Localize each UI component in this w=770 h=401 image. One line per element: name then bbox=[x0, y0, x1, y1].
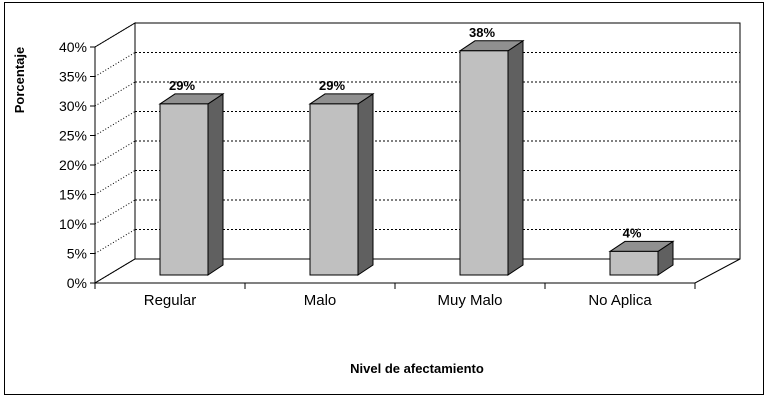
category-labels: Regular Malo Muy Malo No Aplica bbox=[144, 292, 653, 309]
bar-front bbox=[159, 103, 209, 276]
data-labels: 29% 29% 38% 4% bbox=[169, 25, 642, 241]
back-wall bbox=[134, 22, 741, 260]
bar-muy-malo bbox=[458, 39, 525, 276]
bar-front bbox=[309, 103, 359, 276]
data-label: 38% bbox=[469, 25, 495, 40]
category-label: No Aplica bbox=[588, 292, 652, 309]
data-label: 4% bbox=[623, 225, 642, 240]
bar-regular bbox=[158, 92, 225, 276]
bar-side bbox=[507, 39, 524, 276]
y-tick-label: 10% bbox=[59, 216, 87, 232]
y-tick-label: 0% bbox=[67, 275, 87, 291]
data-label: 29% bbox=[169, 78, 195, 93]
category-label: Regular bbox=[144, 292, 197, 309]
side-wall bbox=[94, 22, 136, 284]
y-tick-label: 35% bbox=[59, 69, 87, 85]
bar-side bbox=[357, 92, 374, 276]
bar-no-aplica bbox=[608, 240, 675, 276]
data-label: 29% bbox=[319, 78, 345, 93]
bar-side bbox=[207, 92, 224, 276]
y-tick-label: 5% bbox=[67, 246, 87, 262]
y-tick-label: 20% bbox=[59, 157, 87, 173]
y-tick-label: 40% bbox=[59, 39, 87, 55]
category-label: Muy Malo bbox=[437, 292, 502, 309]
y-tick-labels: 0% 5% 10% 15% 20% 25% 30% 35% 40% bbox=[59, 39, 95, 291]
category-label: Malo bbox=[304, 292, 337, 309]
y-tick-label: 15% bbox=[59, 187, 87, 203]
x-axis-title: Nivel de afectamiento bbox=[350, 361, 484, 376]
bars bbox=[158, 39, 675, 276]
y-axis-title: Porcentaje bbox=[12, 47, 27, 113]
y-tick-label: 30% bbox=[59, 98, 87, 114]
bar-front bbox=[609, 250, 659, 276]
chart-walls bbox=[93, 22, 741, 284]
bar-malo bbox=[308, 92, 375, 276]
y-tick-label: 25% bbox=[59, 128, 87, 144]
bar-front bbox=[459, 50, 509, 276]
